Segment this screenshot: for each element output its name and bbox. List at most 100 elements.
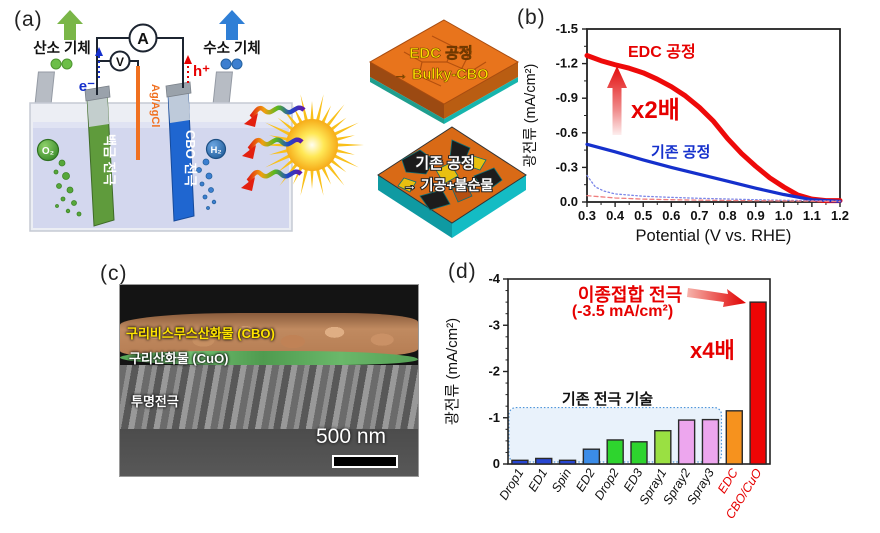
bar-ED1 — [535, 457, 553, 465]
panel-d-label: (d) — [448, 260, 477, 283]
sunlight-rays — [241, 105, 306, 191]
edc-tile: EDC 공정 → Bulky-CBO — [368, 19, 520, 124]
panel-c-label: (c) — [100, 262, 128, 285]
svg-text:0.0: 0.0 — [560, 194, 578, 209]
svg-text:-3: -3 — [488, 317, 500, 332]
category-label: Drop2 — [592, 466, 622, 502]
svg-text:0.3: 0.3 — [578, 208, 596, 223]
water-surface — [33, 122, 289, 130]
chart-series — [584, 53, 843, 204]
h2-label: H₂ — [210, 145, 221, 156]
svg-text:-0.3: -0.3 — [556, 159, 578, 174]
te-layer-label: 투명전극 — [131, 394, 179, 409]
svg-text:-1.5: -1.5 — [556, 21, 578, 36]
bar-ED3 — [630, 441, 648, 465]
svg-text:-0.6: -0.6 — [556, 125, 578, 140]
bar-Drop2 — [606, 439, 624, 465]
bar-Spray1 — [654, 429, 672, 465]
reference-electrode-label: Ag/AgCl — [149, 84, 161, 127]
svg-text:-2: -2 — [488, 364, 500, 379]
voltmeter-label: V — [116, 55, 124, 69]
pt-electrode-label: 백금 전극 — [102, 134, 117, 185]
panel-b-label: (b) — [517, 6, 546, 29]
svg-text:0.4: 0.4 — [606, 208, 625, 223]
oxygen-up-arrow-icon — [57, 10, 83, 40]
panel-b: (b) 0.3 0.4 0.5 0.6 0.7 0.8 0.9 1.0 1.1 1.2 -1.5 -1… — [515, 0, 880, 250]
svg-text:광전류 (mA/cm²): 광전류 (mA/cm²) — [444, 318, 461, 425]
svg-text:0.8: 0.8 — [719, 208, 737, 223]
chart-axes: 0.3 0.4 0.5 0.6 0.7 0.8 0.9 1.0 1.1 1.2 -1.5 -1.2 -0… — [522, 21, 849, 245]
conv-tile-line2: → 기공+불순물 — [403, 177, 494, 193]
bar-CBO/CuO — [749, 301, 767, 465]
svg-text:Potential (V vs. RHE): Potential (V vs. RHE) — [636, 227, 792, 245]
oxygen-gas-label: 산소 기체 — [33, 40, 90, 57]
bar-Drop1 — [511, 459, 529, 465]
bar-Spray2 — [677, 419, 696, 465]
heterojunction-annotation-line1: 이종접합 전극 — [577, 285, 683, 305]
bar-EDC — [725, 410, 743, 465]
bar-ED2 — [582, 448, 601, 465]
sun-icon — [260, 94, 364, 196]
scale-bar — [332, 455, 398, 468]
series-line — [586, 195, 841, 203]
panel-c: (c) 구리비스무스산화물 (CBO) 구리산화물 (CuO) 투명전극 500… — [80, 255, 440, 533]
series-line — [585, 142, 842, 203]
water — [33, 128, 289, 228]
heterojunction-annotation-line2: (-3.5 mA/cm²) — [571, 303, 674, 320]
conventional-tile: 기존 공정 → 기공+불순물 — [377, 126, 527, 238]
heterojunction-arrow-icon — [687, 288, 746, 307]
panel-d: (d) 0 -1 -2 -3 -4 광전류 (mA/cm²) Drop1 ED1 Spin ED… — [440, 255, 880, 533]
hole-arrowhead-icon — [184, 55, 192, 64]
category-label: ED1 — [526, 466, 551, 494]
edc-series-label: EDC 공정 — [628, 44, 696, 61]
oxygen-bubbles — [53, 159, 82, 217]
transparent-electrode-layer — [120, 365, 418, 429]
edc-tile-line1: EDC 공정 — [409, 44, 472, 62]
scale-bar-label: 500 nm — [316, 425, 387, 448]
category-label: Drop1 — [497, 466, 527, 502]
svg-text:-0.9: -0.9 — [556, 90, 578, 105]
hole-label: h⁺ — [193, 63, 210, 80]
cuo-layer-label: 구리산화물 (CuO) — [129, 351, 229, 366]
series-line — [584, 53, 843, 204]
panel-a-illustration: O₂ H₂ 백금 전극 CBO 전극 A V — [29, 10, 527, 238]
category-label: Spin — [549, 466, 574, 495]
svg-text:0.6: 0.6 — [662, 208, 680, 223]
hydrogen-gas-label: 수소 기체 — [203, 40, 260, 57]
ammeter-label: A — [137, 31, 149, 48]
photocurrent-line-chart: 0.3 0.4 0.5 0.6 0.7 0.8 0.9 1.0 1.1 1.2 -1.5 -1.2 -0… — [522, 21, 849, 245]
grain-boundaries — [403, 35, 487, 87]
x2-improvement-arrow-icon — [607, 66, 627, 135]
bar-Spin — [558, 459, 577, 465]
electron-label: e⁻ — [79, 78, 95, 95]
o2-label: O₂ — [42, 146, 54, 157]
cbo-electrode: CBO 전극 — [165, 81, 198, 222]
svg-text:0.5: 0.5 — [634, 208, 652, 223]
o2-bubble-icon — [36, 138, 60, 162]
conventional-series-label: 기존 공정 — [651, 144, 711, 161]
hydrogen-up-arrow-icon — [219, 10, 245, 40]
oxygen-molecule-icon — [50, 58, 62, 70]
h2-bubble-icon — [205, 138, 227, 160]
panel-a-label: (a) — [14, 8, 43, 31]
hydrogen-molecule-icon — [231, 58, 243, 70]
pt-electrode: 백금 전극 — [84, 85, 117, 227]
oxygen-molecule-icon — [61, 58, 73, 70]
svg-text:광전류 (mA/cm²): 광전류 (mA/cm²) — [522, 64, 539, 168]
cbo-electrode-label: CBO 전극 — [183, 130, 198, 186]
ammeter-icon — [128, 23, 158, 53]
svg-text:1.1: 1.1 — [803, 208, 821, 223]
hydrogen-molecule-icon — [220, 58, 232, 70]
conv-tile-line1: 기존 공정 — [415, 154, 474, 172]
electron-arrowhead-icon — [95, 47, 103, 56]
svg-text:-4: -4 — [488, 271, 500, 286]
svg-text:0.7: 0.7 — [690, 208, 708, 223]
svg-text:-1.2: -1.2 — [556, 56, 578, 71]
sem-cross-section-image: 구리비스무스산화물 (CBO) 구리산화물 (CuO) 투명전극 500 nm — [119, 284, 419, 477]
chart-axes: 0 -1 -2 -3 -4 광전류 (mA/cm²) — [444, 271, 771, 471]
tile-defects — [397, 139, 503, 211]
x2-multiplier-label: x2배 — [631, 97, 680, 124]
svg-text:1.2: 1.2 — [831, 208, 849, 223]
